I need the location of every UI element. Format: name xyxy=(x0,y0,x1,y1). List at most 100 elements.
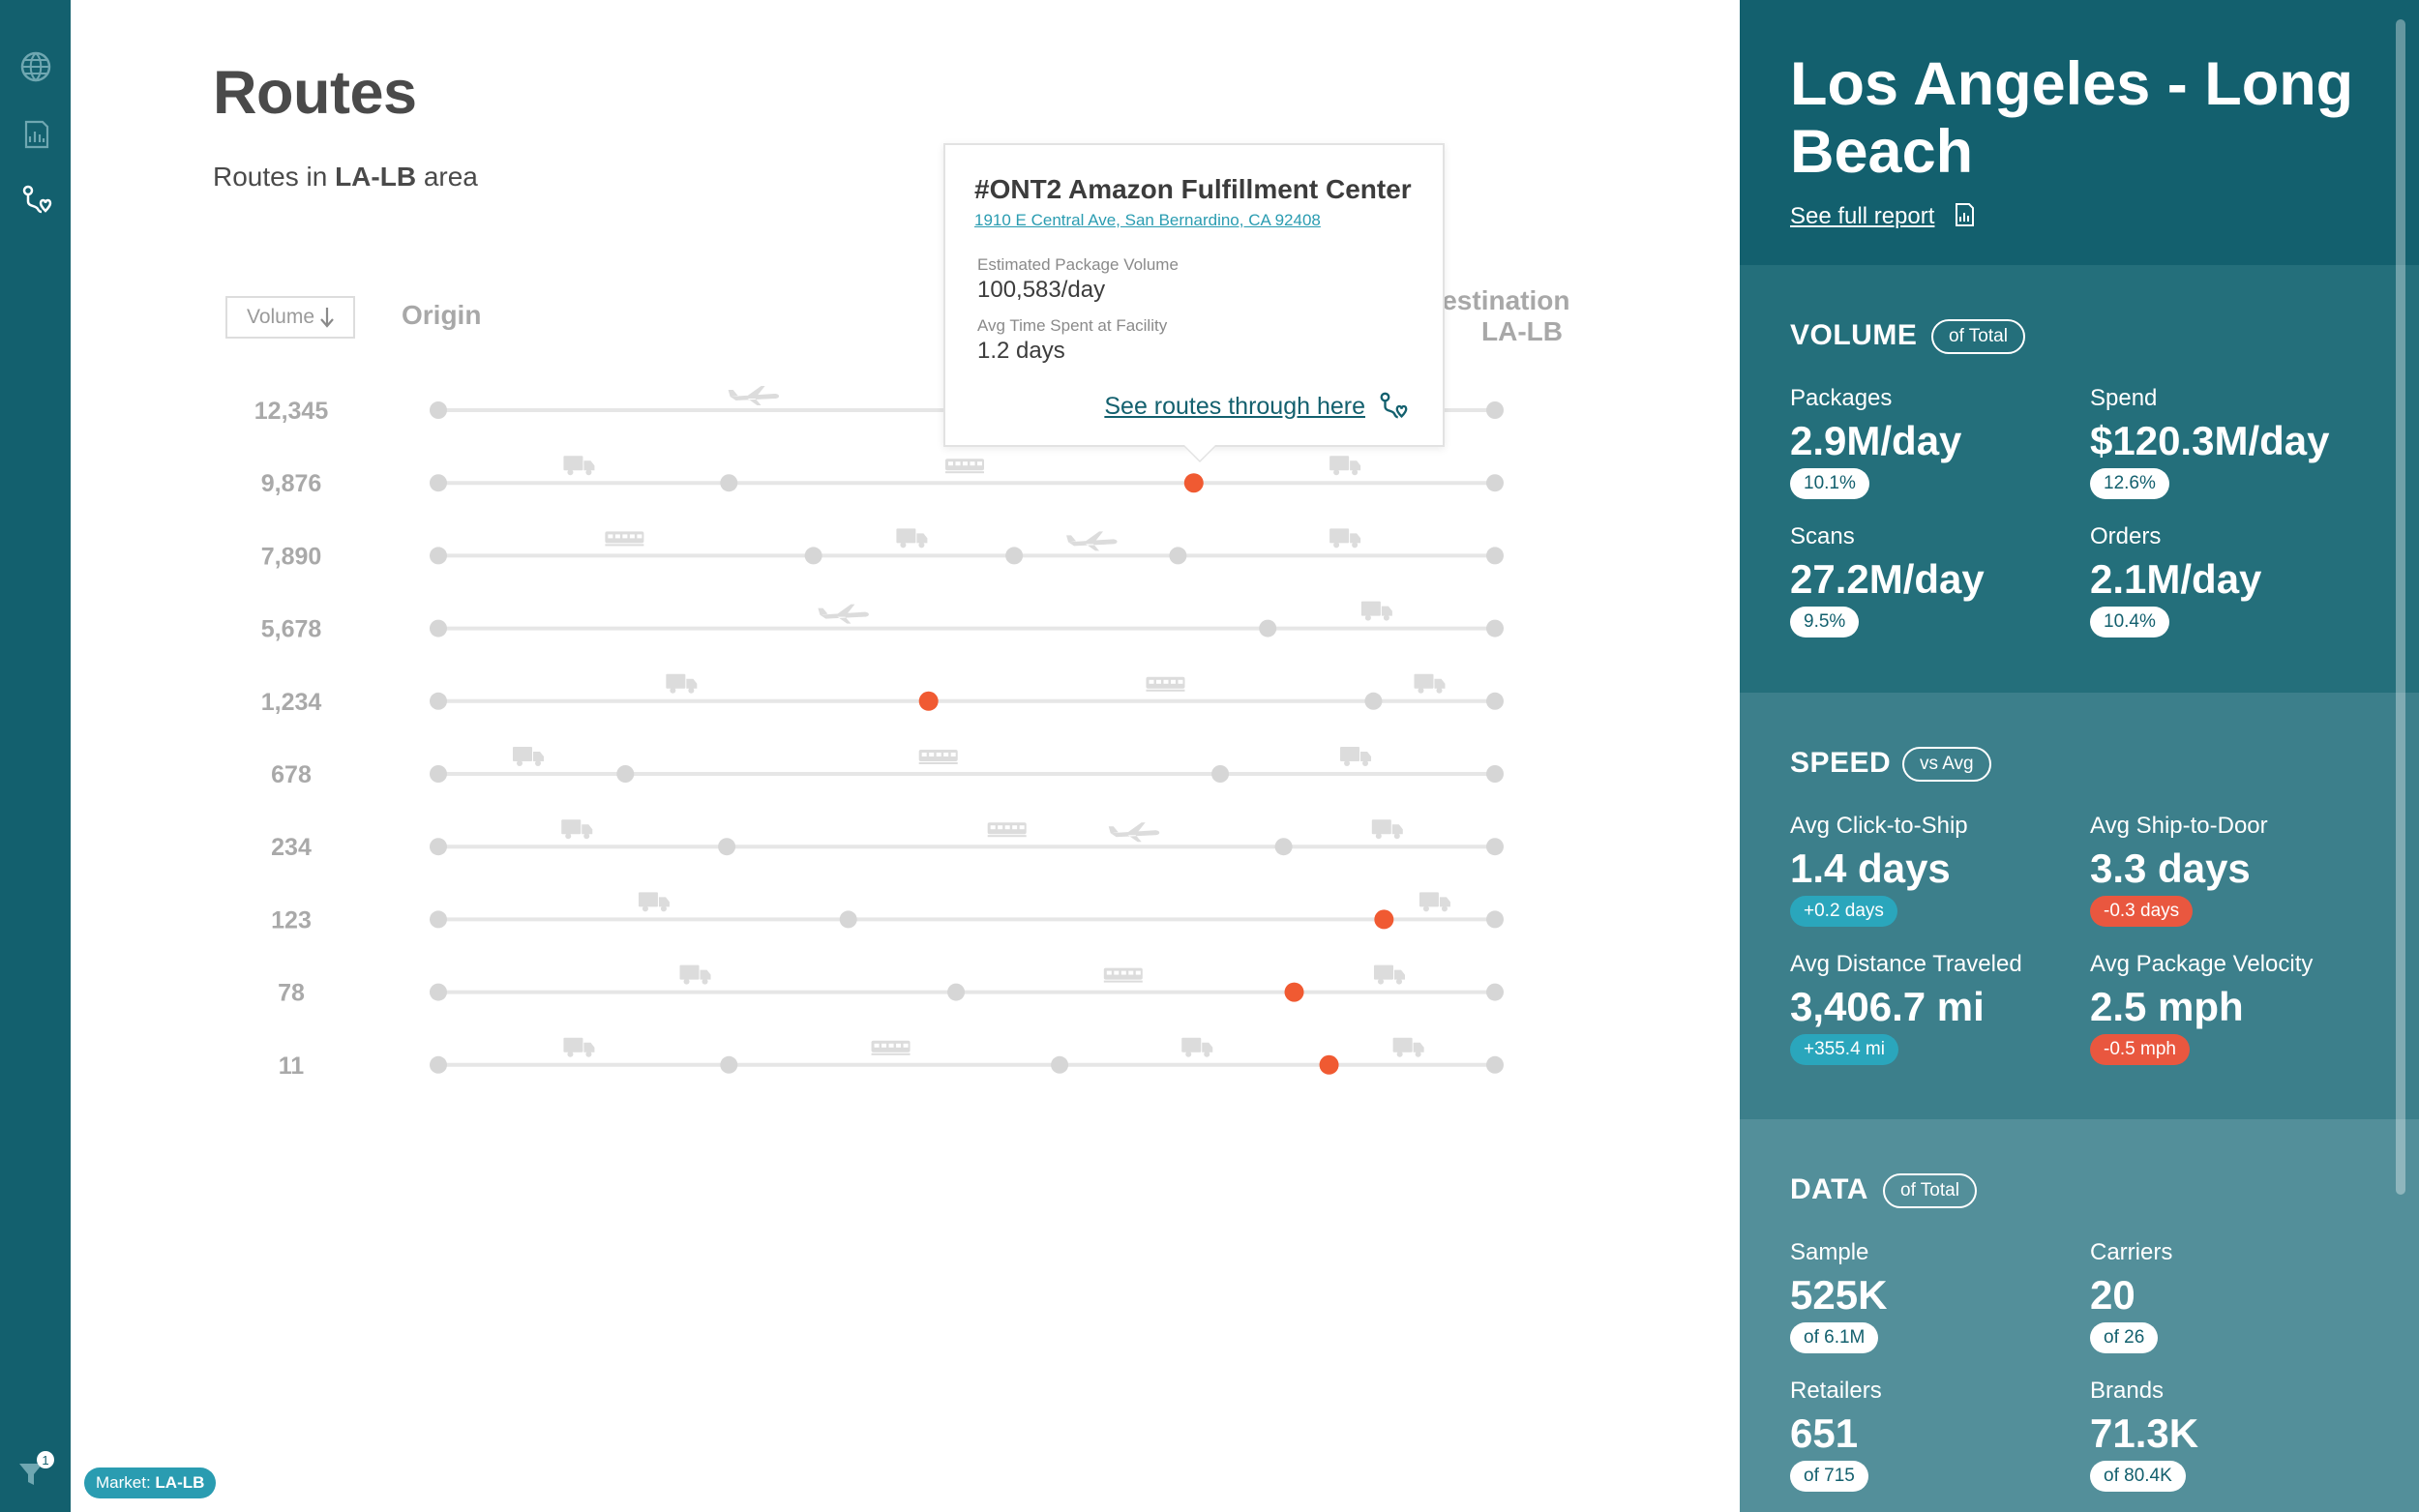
plane-shape xyxy=(1108,822,1160,843)
train-icon xyxy=(945,459,984,474)
stat-label: Avg Ship-to-Door xyxy=(2090,813,2268,839)
speed-mode-pill[interactable]: vs Avg xyxy=(1902,747,1991,782)
truck-cab xyxy=(533,752,545,761)
report-icon[interactable] xyxy=(1951,201,1978,228)
truck-cab xyxy=(1391,824,1403,835)
route-volume: 78 xyxy=(278,980,305,1007)
destination-node[interactable] xyxy=(1486,910,1504,929)
truck-wheel xyxy=(1362,760,1369,766)
origin-node[interactable] xyxy=(430,401,447,419)
stat-label: Avg Click-to-Ship xyxy=(1790,813,1968,839)
panel-scrollbar[interactable] xyxy=(2396,19,2405,1195)
filter-button[interactable]: 1 xyxy=(14,1450,56,1493)
highlighted-facility-node[interactable] xyxy=(1374,909,1394,930)
origin-node[interactable] xyxy=(430,983,447,1001)
origin-node[interactable] xyxy=(430,1055,447,1074)
stop-node[interactable] xyxy=(1259,619,1277,637)
train-window xyxy=(888,1043,894,1048)
truck-wheel xyxy=(1441,905,1448,912)
origin-node[interactable] xyxy=(430,838,447,856)
origin-node[interactable] xyxy=(430,765,447,783)
highlighted-facility-node[interactable] xyxy=(1284,982,1304,1002)
origin-node[interactable] xyxy=(430,910,447,929)
sort-volume-button[interactable]: Volume xyxy=(225,296,355,339)
volume-mode-pill[interactable]: of Total xyxy=(1931,319,2025,354)
popup-address-link[interactable]: 1910 E Central Ave, San Bernardino, CA 9… xyxy=(974,211,1321,229)
origin-node[interactable] xyxy=(430,547,447,565)
stop-node[interactable] xyxy=(1169,547,1187,565)
stat-badge: 9.5% xyxy=(1790,607,1860,637)
route-row[interactable]: 1,234 xyxy=(261,673,1504,716)
destination-node[interactable] xyxy=(1486,692,1504,710)
truck-cab xyxy=(1360,752,1372,761)
truck-cab xyxy=(1350,460,1361,471)
stop-node[interactable] xyxy=(1211,765,1230,783)
truck-cab xyxy=(686,678,698,689)
destination-node[interactable] xyxy=(1486,983,1504,1001)
truck-wheel xyxy=(583,833,590,840)
highlighted-facility-node[interactable] xyxy=(1183,473,1204,493)
plane-icon xyxy=(818,604,869,624)
train-icon xyxy=(1103,967,1143,983)
train-window xyxy=(1019,825,1025,830)
stop-node[interactable] xyxy=(718,838,736,856)
origin-node[interactable] xyxy=(430,619,447,637)
truck-icon xyxy=(679,964,711,985)
origin-node[interactable] xyxy=(430,474,447,492)
train-window xyxy=(963,461,968,466)
see-full-report-link[interactable]: See full report xyxy=(1790,203,1935,229)
stop-node[interactable] xyxy=(1051,1055,1069,1074)
truck-icon xyxy=(1329,528,1361,548)
route-volume: 123 xyxy=(271,906,312,934)
route-volume: 7,890 xyxy=(261,543,322,570)
data-section: DATA of Total Sample 525K of 6.1M Carrie… xyxy=(1740,1119,2419,1512)
destination-node[interactable] xyxy=(1486,619,1504,637)
destination-node[interactable] xyxy=(1486,838,1504,856)
stop-node[interactable] xyxy=(616,765,635,783)
stop-node[interactable] xyxy=(947,983,966,1001)
nav-globe[interactable] xyxy=(0,34,71,100)
destination-node[interactable] xyxy=(1486,547,1504,565)
destination-node[interactable] xyxy=(1486,474,1504,492)
route-row[interactable]: 5,678 xyxy=(261,601,1504,643)
truck-cab xyxy=(1413,1042,1424,1052)
nav-report[interactable] xyxy=(0,102,71,167)
see-routes-link[interactable]: See routes through here xyxy=(1104,393,1365,420)
stat-brands: Brands 71.3K of 80.4K xyxy=(2090,1378,2380,1492)
stop-node[interactable] xyxy=(720,1055,738,1074)
route-row[interactable]: 234 xyxy=(271,819,1504,861)
destination-node[interactable] xyxy=(1486,1055,1504,1074)
stop-node[interactable] xyxy=(1364,692,1383,710)
route-row[interactable]: 78 xyxy=(278,964,1504,1007)
stop-node[interactable] xyxy=(1005,547,1024,565)
nav-routes[interactable] xyxy=(0,166,71,232)
truck-cab xyxy=(916,533,928,544)
sort-volume-label: Volume xyxy=(246,306,315,328)
origin-node[interactable] xyxy=(430,692,447,710)
highlighted-facility-node[interactable] xyxy=(1319,1054,1339,1075)
truck-wheel xyxy=(1393,833,1400,840)
train-icon xyxy=(918,750,958,764)
stat-badge: 12.6% xyxy=(2090,468,2169,499)
route-row[interactable]: 11 xyxy=(279,1037,1504,1080)
truck-wheel xyxy=(585,1051,592,1057)
stat-badge: -0.3 days xyxy=(2090,896,2194,927)
destination-node[interactable] xyxy=(1486,765,1504,783)
route-row[interactable]: 678 xyxy=(271,747,1504,788)
destination-node[interactable] xyxy=(1486,401,1504,419)
stop-node[interactable] xyxy=(804,547,822,565)
route-pin-icon[interactable] xyxy=(1377,390,1410,423)
data-mode-pill[interactable]: of Total xyxy=(1883,1173,1977,1208)
stop-node[interactable] xyxy=(1274,838,1293,856)
highlighted-facility-node[interactable] xyxy=(918,691,939,711)
stop-node[interactable] xyxy=(839,910,857,929)
truck-wheel xyxy=(1185,1051,1192,1057)
market-badge-prefix: Market: xyxy=(96,1473,156,1492)
truck-wheel xyxy=(1344,760,1351,766)
route-row[interactable]: 123 xyxy=(271,892,1504,934)
market-badge[interactable]: Market: LA-LB xyxy=(84,1468,217,1498)
market-summary-panel: Los Angeles - Long Beach See full report… xyxy=(1740,0,2419,1512)
route-row[interactable]: 7,890 xyxy=(261,528,1504,570)
route-row[interactable]: 9,876 xyxy=(261,456,1504,497)
stop-node[interactable] xyxy=(720,474,738,492)
